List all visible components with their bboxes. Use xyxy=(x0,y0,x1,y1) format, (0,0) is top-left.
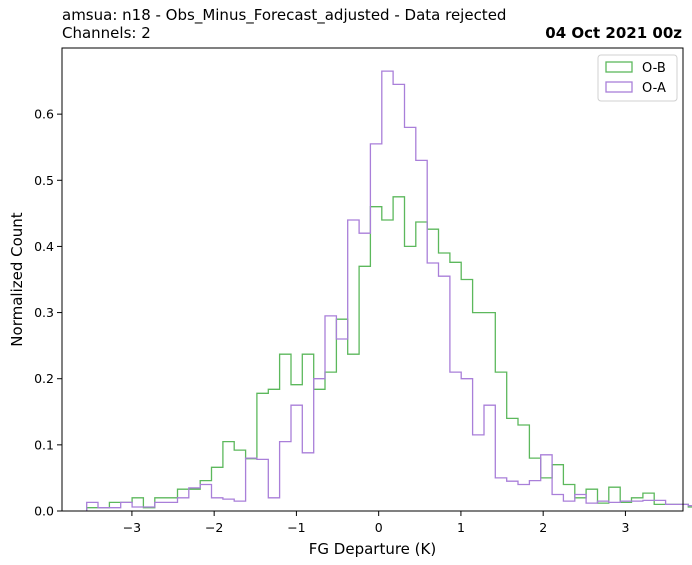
y-axis-label: Normalized Count xyxy=(8,212,26,346)
series-layer xyxy=(86,70,692,511)
y-tick-label: 0.3 xyxy=(34,305,54,320)
legend: O-B O-A xyxy=(597,54,678,102)
chart-title-line1: amsua: n18 - Obs_Minus_Forecast_adjusted… xyxy=(62,6,507,24)
series-o-a xyxy=(86,70,692,511)
chart-date: 04 Oct 2021 00z xyxy=(545,24,682,42)
y-axis-ticks: 0.0 0.1 0.2 0.3 0.4 0.5 0.6 xyxy=(34,107,62,519)
legend-box xyxy=(597,54,678,102)
axes-frame xyxy=(61,47,684,512)
y-tick-label: 0.4 xyxy=(34,239,54,254)
legend-label: O-B xyxy=(642,61,666,76)
y-tick-label: 0.2 xyxy=(34,371,54,386)
legend-swatch xyxy=(605,81,633,93)
y-tick-label: 0.1 xyxy=(34,437,54,452)
x-tick-label: 1 xyxy=(457,520,465,535)
x-tick-label: −3 xyxy=(123,520,141,535)
legend-swatch xyxy=(605,61,633,73)
x-axis-ticks: −3 −2 −1 0 1 2 3 xyxy=(123,511,629,535)
chart-title-line2: Channels: 2 xyxy=(62,24,151,42)
x-tick-label: −2 xyxy=(205,520,223,535)
legend-label: O-A xyxy=(642,81,666,96)
x-tick-label: −1 xyxy=(287,520,305,535)
y-tick-label: 0.5 xyxy=(34,173,54,188)
x-tick-label: 0 xyxy=(375,520,383,535)
series-o-b xyxy=(86,196,692,511)
x-axis-label: FG Departure (K) xyxy=(309,540,436,558)
x-tick-label: 3 xyxy=(621,520,629,535)
y-tick-label: 0.0 xyxy=(34,504,54,519)
x-tick-label: 2 xyxy=(539,520,547,535)
y-tick-label: 0.6 xyxy=(34,107,54,122)
